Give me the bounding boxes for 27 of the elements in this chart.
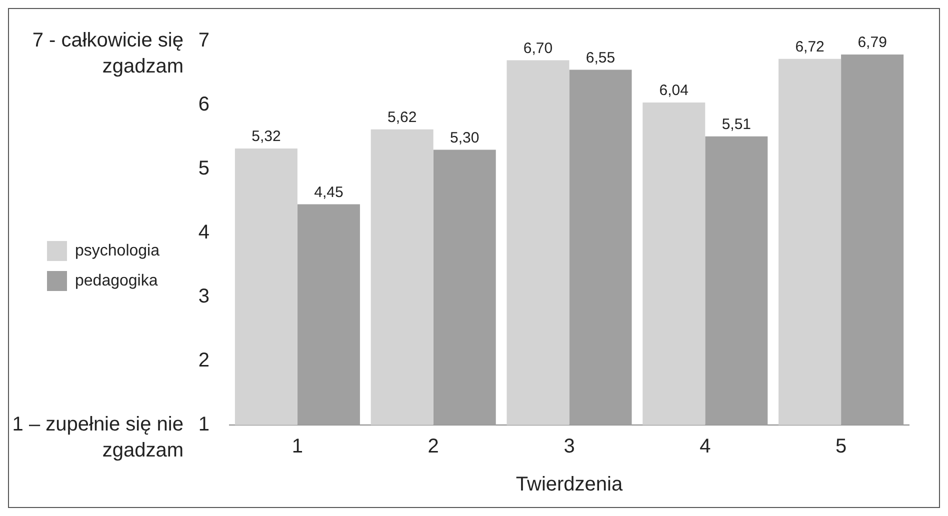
x-tick-label: 1 (292, 436, 304, 458)
data-label: 5,30 (450, 129, 480, 146)
y-tick-label: 6 (198, 94, 210, 116)
y-tick-label: 7 (198, 30, 210, 52)
legend-label: psychologia (75, 242, 160, 260)
text: 1 – zupełnie się nie zgadzam (12, 414, 184, 462)
data-label: 6,70 (523, 40, 553, 57)
data-label: 6,79 (858, 34, 887, 52)
y-tick-label: 5 (198, 158, 210, 180)
data-label: 6,04 (659, 82, 688, 100)
data-label: 5,32 (252, 128, 281, 146)
legend-label: pedagogika (75, 272, 158, 290)
data-label: 5,62 (387, 108, 417, 126)
y-tick-label: 3 (198, 286, 210, 308)
y-tick-label: 1 (198, 414, 210, 436)
y-tick-label: 4 (198, 222, 210, 244)
data-label: 6,55 (586, 49, 616, 66)
x-tick-label: 3 (564, 436, 575, 458)
data-label: 4,45 (314, 184, 344, 201)
data-label: 5,51 (722, 116, 752, 133)
text: 7 - całkowicie się zgadzam (32, 30, 184, 78)
x-axis-title: Twierdzenia (516, 474, 624, 496)
x-tick-label: 5 (835, 436, 847, 458)
x-tick-label: 2 (428, 436, 439, 458)
y-tick-label: 2 (198, 350, 210, 372)
x-tick-label: 4 (700, 436, 711, 458)
data-label: 6,72 (795, 38, 824, 56)
